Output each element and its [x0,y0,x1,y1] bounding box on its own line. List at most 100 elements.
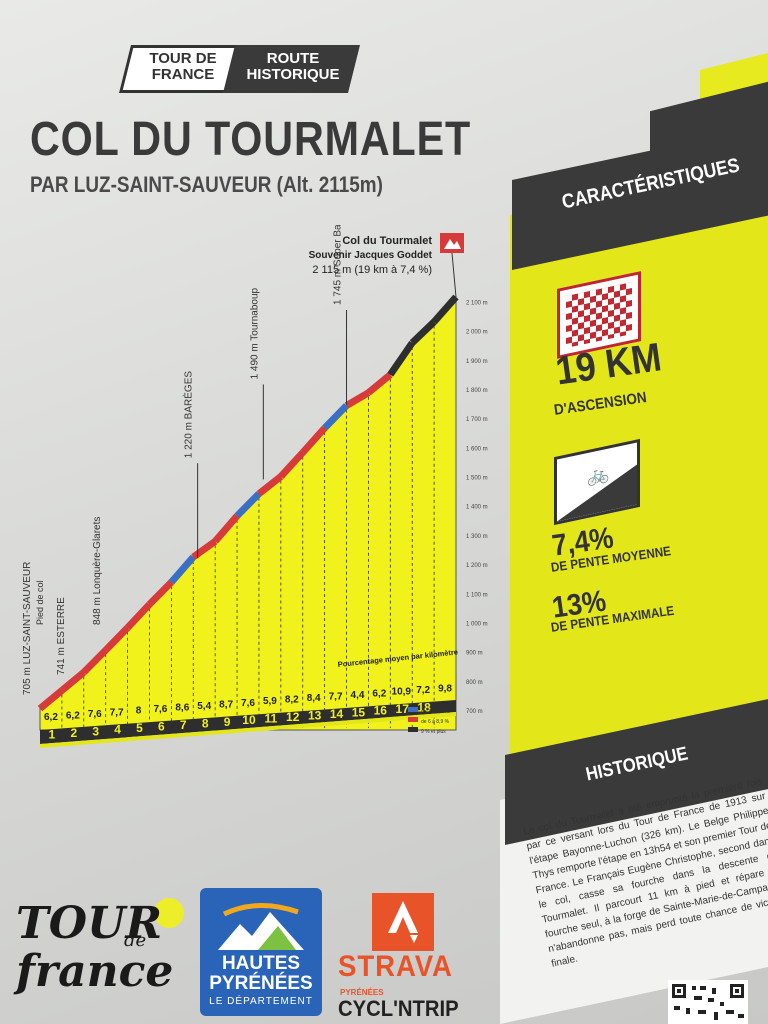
km-label: 2 [70,726,77,740]
profile-area [39,295,457,731]
gradient-label: 6,2 [44,712,58,723]
profile-segment [81,647,109,675]
waypoint-label: 848 m Lonquère-Glarets [92,517,103,625]
legend-swatch [408,717,418,722]
altitude-tick: 1 000 m [466,621,488,627]
gradient-label: 7,6 [241,698,255,709]
km-label: 18 [417,701,431,715]
profile-segment [168,554,196,585]
tdf-logo-line2: france [16,946,174,997]
gradient-label: 7,6 [153,704,167,715]
waypoint-label: 1 220 m BARÈGES [182,371,195,459]
km-label: 16 [374,704,388,718]
km-label: 15 [352,705,366,719]
altitude-tick: 1 700 m [466,417,488,423]
gradient-label: 7,7 [110,707,124,718]
gradient-label: 4,4 [351,690,365,701]
legend-label: 9 % et plus [421,729,446,735]
km-label: 6 [158,720,165,734]
summit-subtitle: Souvenir Jacques Goddet [309,250,433,261]
tdf-logo-de: de [124,930,147,951]
km-label: 8 [202,716,209,730]
km-label: 10 [242,713,256,727]
legend-label: de 3 à 5,9 % [421,709,450,715]
waypoint-label: 1 745 m Super Barèges [333,225,344,305]
route-historique-badge: TOUR DE FRANCE ROUTE HISTORIQUE [119,45,360,93]
profile-segment [191,538,218,560]
badge-tour-de-france: TOUR DE FRANCE [149,50,217,83]
strava-logo: STRAVA [338,950,453,983]
gradient-label: 5,9 [263,696,277,707]
profile-segment [212,513,240,544]
profile-segment [322,403,350,431]
altitude-tick: 1 300 m [466,534,488,540]
gradient-label: 8,2 [285,695,299,706]
waypoint-sublabel: Pied de col [35,580,45,625]
summit-name: Col du Tourmalet [342,235,432,247]
profile-segment [300,425,328,455]
altitude-tick: 800 m [466,680,483,686]
strava-icon [372,893,434,951]
altitude-tick: 700 m [466,709,483,715]
characteristics-box-lower [510,300,768,760]
badge-route-historique: ROUTE HISTORIQUE [246,50,340,83]
hp-logo-line3: LE DÉPARTEMENT [209,996,313,1007]
gradient-label: 6,2 [372,688,386,699]
gradient-label: 8 [136,706,142,717]
km-label: 4 [114,723,121,737]
altitude-tick: 2 000 m [466,330,488,336]
page-subtitle: PAR LUZ-SAINT-SAUVEUR (Alt. 2115m) [30,172,383,197]
profile-segment [125,601,153,631]
profile-segment [387,340,416,377]
profile-segment [234,491,262,519]
km-label: 11 [264,712,277,726]
tdf-logo-line1: TOUR [16,898,163,949]
mountain-icon [218,902,304,950]
gradient-label: 8,7 [219,699,233,710]
km-band [40,700,456,744]
qr-code[interactable] [668,980,748,1024]
elevation-profile-chart: 6,2 6,2 7,6 7,7 8 7,6 8,6 5,4 8,7 7,6 5,9 8,2 8,4 7,7… [22,225,488,748]
gradient-label: 7,2 [416,685,430,696]
profile-segment [344,389,371,409]
profile-segment [59,669,87,694]
gradient-label: 9,8 [438,684,452,695]
altitude-tick: 2 100 m [466,300,488,306]
altitude-tick: 1 900 m [466,359,488,365]
altitude-tick: 1 100 m [466,592,488,598]
waypoint-label: 705 m LUZ-SAINT-SAUVEUR [22,562,33,695]
hautes-pyrenees-logo: HAUTES PYRÉNÉES LE DÉPARTEMENT [200,888,322,1016]
gradient-label: 8,4 [307,693,321,704]
profile-segment [256,473,284,497]
waypoint-label: 1 490 m Tournaboup [249,287,260,379]
km-label: 7 [180,718,187,732]
km-label: 14 [330,707,344,721]
altitude-tick: 900 m [466,651,483,657]
profile-segment [409,319,437,346]
gradient-label: 6,2 [66,710,80,721]
km-label: 3 [92,724,99,738]
altitude-tick: 1 400 m [466,505,488,511]
legend-label: de 6 à 8,9 % [421,719,450,725]
tour-de-france-logo: TOUR de france [12,890,192,1010]
km-label: 13 [308,708,322,722]
altitude-tick: 1 600 m [466,446,488,452]
gradient-label: 10,9 [392,687,412,698]
km-label: 12 [286,710,300,724]
hp-logo-line2: PYRÉNÉES [209,973,313,994]
summit-leader [451,252,457,298]
legend-swatch [408,707,418,712]
waypoint-label: 741 m ESTERRE [56,597,67,675]
cyclintrip-pyrenees: PYRÉNÉES [340,988,384,997]
gradient-label: 7,6 [88,709,102,720]
legend-swatch [408,727,418,732]
profile-segment [278,450,306,479]
gradient-label: 7,7 [329,691,343,702]
profile-segment [146,579,174,607]
km-label: 5 [136,721,143,735]
altitude-tick: 1 200 m [466,563,488,569]
altitude-tick: 1 800 m [466,388,488,394]
summit-icon-peak [444,239,461,249]
altitude-tick: 1 500 m [466,476,488,482]
